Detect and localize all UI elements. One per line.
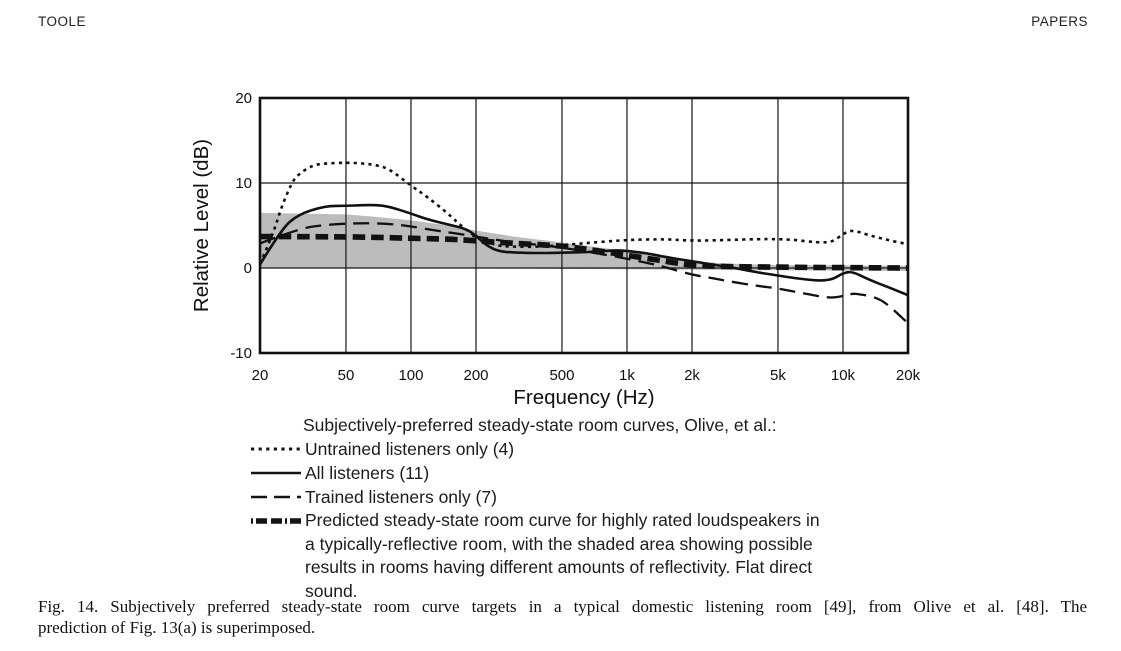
dotted-line-swatch-icon [251,447,301,451]
legend-entry-label: Trained listeners only (7) [305,487,497,507]
legend-title: Subjectively-preferred steady-state room… [303,415,777,435]
svg-text:5k: 5k [770,367,786,384]
svg-text:0: 0 [244,260,252,277]
svg-text:Frequency (Hz): Frequency (Hz) [513,386,654,409]
legend-entry-trained: Trained listeners only (7) [250,485,823,509]
svg-text:1k: 1k [619,367,635,384]
svg-text:200: 200 [463,367,488,384]
svg-text:20: 20 [235,90,252,107]
svg-text:20k: 20k [896,367,921,384]
caption-line-1: Fig. 14. Subjectively preferred steady-s… [38,597,1087,616]
legend-entry-label: Untrained listeners only (4) [305,439,515,459]
figure-legend: Subjectively-preferred steady-state room… [250,413,823,603]
svg-text:20: 20 [252,367,269,384]
running-head-section: PAPERS [1031,14,1088,29]
svg-text:500: 500 [549,367,574,384]
svg-text:-10: -10 [230,345,252,362]
svg-text:Relative Level (dB): Relative Level (dB) [190,139,213,312]
long-dash-line-swatch-icon [251,495,301,499]
heavy-dash-line-swatch-icon [251,518,301,524]
figure-caption: Fig. 14. Subjectively preferred steady-s… [38,597,1087,638]
svg-text:10: 10 [235,175,252,192]
running-head-author: TOOLE [38,14,87,29]
legend-entry-predicted: Predicted steady-state room curve for hi… [250,509,823,603]
svg-text:2k: 2k [684,367,700,384]
svg-text:100: 100 [398,367,423,384]
legend-entry-label: Predicted steady-state room curve for hi… [305,510,820,601]
legend-entry-untrained: Untrained listeners only (4) [250,437,823,461]
svg-text:10k: 10k [831,367,856,384]
solid-line-swatch-icon [251,471,301,475]
caption-line-2: prediction of Fig. 13(a) is superimposed… [38,617,316,637]
svg-text:50: 50 [338,367,355,384]
legend-entry-label: All listeners (11) [305,463,430,483]
legend-entry-all-listeners: All listeners (11) [250,461,823,485]
